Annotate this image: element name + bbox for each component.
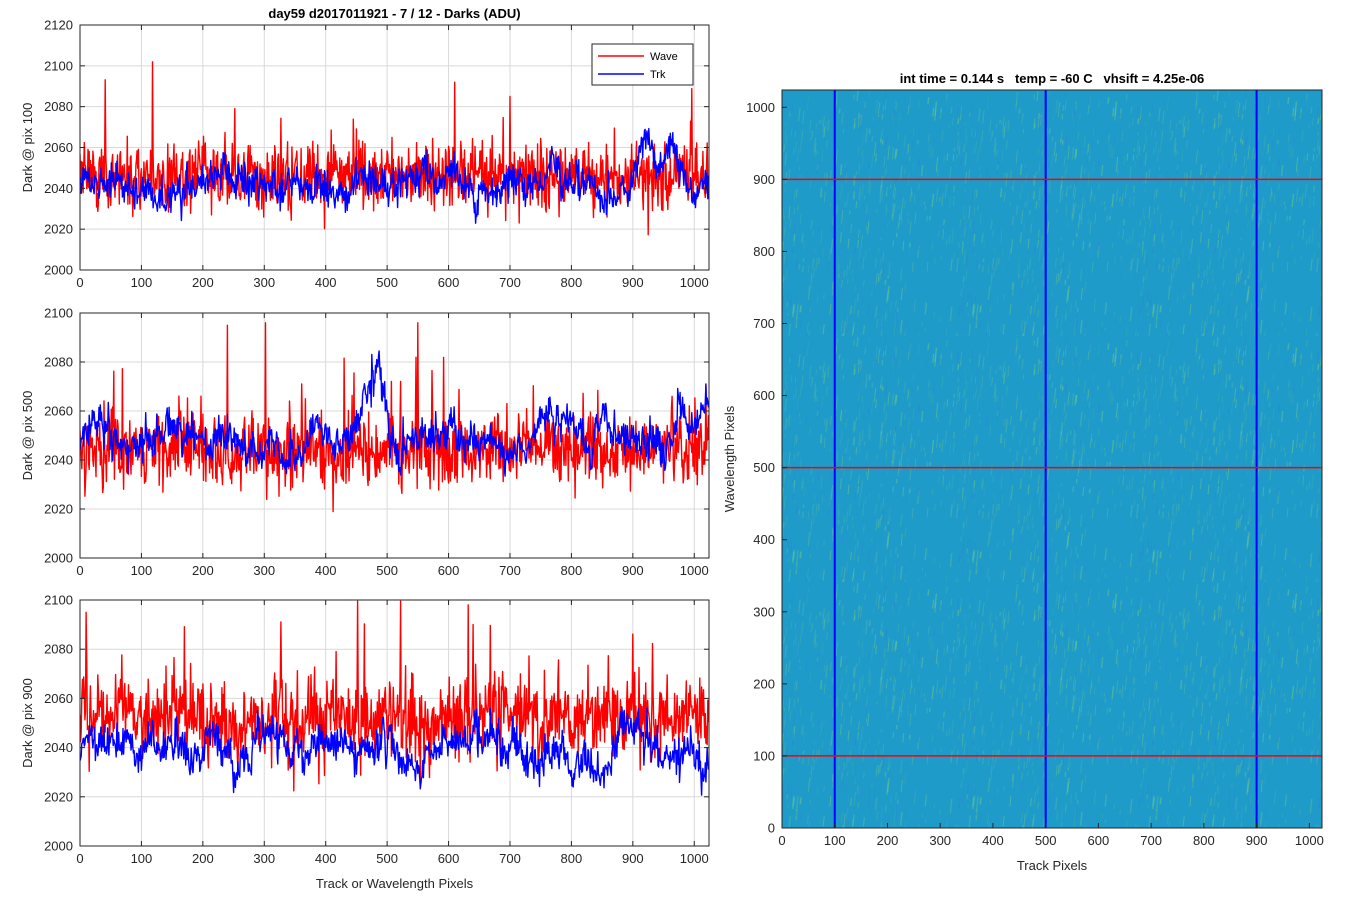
x-tick-label: 0 [76,563,83,578]
y-tick-label: 2000 [44,551,73,566]
x-tick-label: 0 [778,833,785,848]
x-tick-label: 0 [76,851,83,866]
y-tick-label: 800 [753,244,775,259]
x-tick-label: 500 [376,563,398,578]
x-tick-label: 100 [131,851,153,866]
axes-frame [79,312,710,559]
y-tick-label: 400 [753,532,775,547]
y-tick-label: 2040 [44,181,73,196]
x-tick-label: 300 [253,275,275,290]
x-tick-label: 300 [253,851,275,866]
y-tick-label: 2020 [44,789,73,804]
x-tick-label: 1000 [680,563,709,578]
series-line-trk [80,350,709,477]
x-tick-label: 500 [1035,833,1057,848]
chart-pix-500: 0 100 200 300 400 500 600 700 800 900 1000 2000 2020… [20,306,710,578]
y-tick-label: 2060 [44,404,73,419]
x-tick-label: 100 [131,275,153,290]
x-tick-label: 100 [824,833,846,848]
y-axis-label: Dark @ pix 900 [20,678,35,768]
x-tick-label: 100 [131,563,153,578]
y-tick-label: 2060 [44,691,73,706]
heatmap-darks: 0 100 200 300 400 500 600 700 800 900 1000 0 100 200 3… [722,71,1324,873]
x-tick-label: 400 [315,851,337,866]
x-tick-label: 400 [315,563,337,578]
y-tick-label: 1000 [746,100,775,115]
x-tick-label: 300 [253,563,275,578]
y-tick-label: 2000 [44,263,73,278]
y-tick-label: 0 [768,821,775,836]
x-tick-label: 700 [499,563,521,578]
x-tick-label: 400 [982,833,1004,848]
x-tick-label: 900 [1246,833,1268,848]
y-tick-label: 2020 [44,502,73,517]
y-tick-label: 500 [753,460,775,475]
y-tick-label: 900 [753,172,775,187]
y-tick-label: 2020 [44,222,73,237]
y-tick-label: 2000 [44,839,73,854]
x-tick-label: 600 [438,851,460,866]
x-tick-label: 200 [877,833,899,848]
y-tick-label: 600 [753,388,775,403]
y-tick-label: 2080 [44,642,73,657]
y-tick-label: 2100 [44,593,73,608]
x-tick-label: 500 [376,275,398,290]
heatmap-image [782,90,1322,828]
x-tick-label: 900 [622,851,644,866]
legend-label-trk: Trk [650,69,666,81]
x-tick-label: 200 [192,563,214,578]
y-tick-label: 2100 [44,58,73,73]
x-tick-label: 300 [929,833,951,848]
y-tick-label: 2120 [44,18,73,33]
y-tick-label: 300 [753,604,775,619]
y-tick-label: 2100 [44,306,73,321]
x-tick-label: 700 [499,851,521,866]
x-tick-label: 700 [499,275,521,290]
x-tick-label: 400 [315,275,337,290]
x-tick-label: 600 [438,563,460,578]
x-tick-label: 1000 [1295,833,1324,848]
y-tick-label: 2080 [44,99,73,114]
legend: Wave Trk [591,43,694,86]
x-tick-label: 1000 [680,851,709,866]
y-tick-label: 700 [753,316,775,331]
x-tick-label: 700 [1140,833,1162,848]
x-tick-label: 600 [1088,833,1110,848]
y-tick-label: 2040 [44,453,73,468]
x-tick-label: 0 [76,275,83,290]
legend-label-wave: Wave [650,51,678,63]
chart-pix-900: 0 100 200 300 400 500 600 700 800 900 1000 2000 2020… [20,593,710,891]
series-line-trk [80,127,709,224]
x-tick-label: 900 [622,563,644,578]
x-tick-label: 200 [192,275,214,290]
y-axis-label: Dark @ pix 100 [20,103,35,193]
x-axis-label: Track Pixels [1017,858,1088,873]
chart-title: int time = 0.144 s temp = -60 C vhsift =… [900,71,1205,86]
y-tick-label: 2040 [44,740,73,755]
x-tick-label: 800 [561,851,583,866]
x-tick-label: 900 [622,275,644,290]
chart-title: day59 d2017011921 - 7 / 12 - Darks (ADU) [268,6,520,21]
y-axis-label: Dark @ pix 500 [20,391,35,481]
y-tick-label: 2060 [44,140,73,155]
legend-box [591,43,694,86]
axes-frame [781,89,1323,829]
y-tick-label: 100 [753,748,775,763]
x-tick-label: 800 [561,275,583,290]
y-tick-label: 2080 [44,355,73,370]
y-axis-label: Wavelength Pixels [722,405,737,512]
series-line-trk [80,706,709,796]
series-line-wave [80,600,709,792]
x-tick-label: 600 [438,275,460,290]
x-tick-label: 1000 [680,275,709,290]
x-tick-label: 200 [192,851,214,866]
x-tick-label: 800 [561,563,583,578]
x-tick-label: 500 [376,851,398,866]
chart-pix-100: 0 100 200 300 400 500 600 700 800 900 1000 2000 2020… [20,6,710,290]
x-tick-label: 800 [1193,833,1215,848]
y-tick-label: 200 [753,676,775,691]
axes-frame [79,599,710,847]
x-axis-label: Track or Wavelength Pixels [316,876,474,891]
